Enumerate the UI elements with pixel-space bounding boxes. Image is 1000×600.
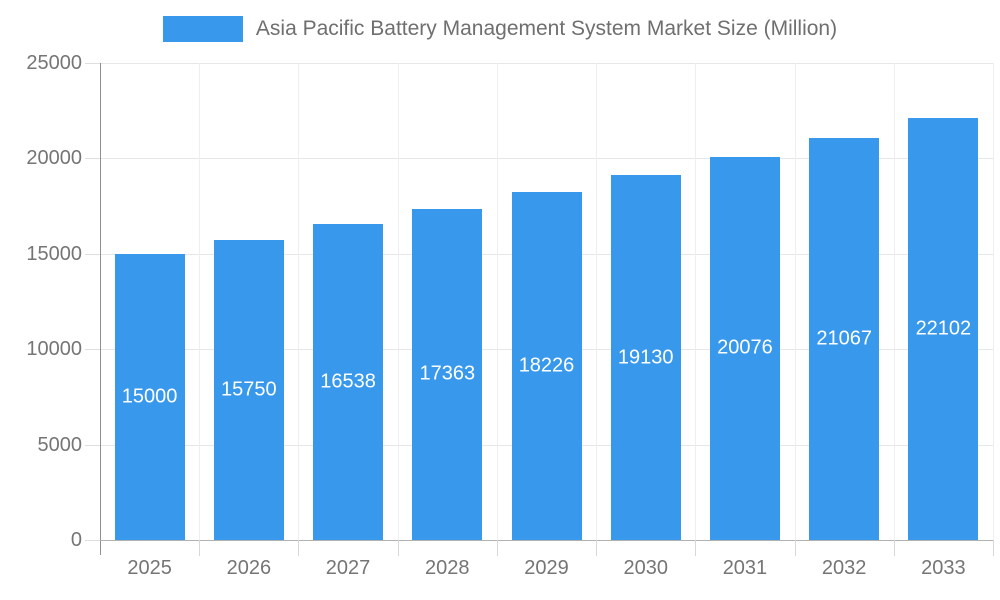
y-axis-label: 5000 — [37, 433, 83, 456]
bar-value-label: 16538 — [320, 370, 376, 393]
y-axis-tick — [85, 349, 100, 351]
gridline-horizontal — [100, 158, 993, 160]
x-axis-tick — [893, 540, 895, 556]
x-axis-label: 2029 — [524, 557, 569, 579]
x-axis-label: 2025 — [127, 557, 172, 579]
legend-swatch-icon — [162, 16, 243, 42]
bar-value-label: 19130 — [617, 346, 674, 368]
bar-value-label: 20076 — [717, 336, 773, 359]
gridline-vertical — [397, 63, 399, 540]
x-axis-tick — [496, 540, 498, 556]
x-axis-label: 2028 — [425, 557, 470, 579]
y-axis-label: 20000 — [26, 147, 82, 170]
legend-label: Asia Pacific Battery Management System M… — [255, 17, 838, 40]
bar-2032[interactable]: 21067 — [809, 138, 880, 540]
gridline-vertical — [596, 63, 598, 540]
x-axis-tick — [397, 540, 399, 556]
bar-2030[interactable]: 19130 — [610, 175, 681, 540]
gridline-vertical — [893, 63, 895, 540]
y-axis-tick — [85, 63, 100, 64]
x-axis-tick — [993, 540, 994, 556]
x-axis-tick — [695, 540, 697, 556]
y-axis-label: 25000 — [26, 52, 82, 74]
bar-2033[interactable]: 22102 — [908, 118, 979, 540]
bar-2027[interactable]: 16538 — [313, 224, 384, 540]
bar-value-label: 22102 — [915, 317, 972, 340]
bar-2028[interactable]: 17363 — [412, 208, 483, 540]
y-axis-tick — [85, 540, 100, 541]
bar-2026[interactable]: 15750 — [213, 239, 284, 540]
bar-2029[interactable]: 18226 — [511, 192, 582, 540]
gridline-vertical — [298, 63, 300, 540]
x-axis-label: 2030 — [623, 557, 668, 579]
bar-2025[interactable]: 15000 — [114, 253, 185, 540]
gridline-vertical — [199, 63, 201, 540]
x-axis-tick — [794, 540, 796, 556]
y-axis-tick — [85, 253, 100, 255]
bar-value-label: 21067 — [816, 327, 872, 350]
gridline-vertical — [794, 63, 796, 540]
x-axis-label: 2032 — [821, 557, 867, 579]
x-axis-tick — [298, 540, 300, 556]
bar-value-label: 17363 — [419, 362, 476, 385]
bar-2031[interactable]: 20076 — [709, 156, 780, 540]
y-axis-label: 10000 — [26, 338, 82, 361]
gridline-vertical — [496, 63, 498, 540]
y-axis-tick — [85, 444, 100, 446]
chart-legend[interactable]: Asia Pacific Battery Management System M… — [0, 16, 1000, 42]
x-axis-line — [85, 540, 993, 541]
x-axis-label: 2033 — [921, 557, 966, 579]
bar-value-label: 15000 — [121, 385, 178, 408]
x-axis-tick — [199, 540, 201, 556]
bar-value-label: 15750 — [221, 378, 277, 401]
plot-area: 15000 15750 16538 17363 18226 19130 20076 21067… — [100, 63, 994, 540]
gridline-vertical — [993, 63, 994, 540]
gridline-horizontal — [100, 63, 993, 64]
y-axis-label: 0 — [70, 529, 82, 551]
x-axis-label: 2026 — [226, 557, 272, 579]
x-axis-tick — [596, 540, 598, 556]
y-axis-label: 15000 — [26, 242, 82, 265]
x-axis-label: 2031 — [722, 557, 768, 579]
gridline-vertical — [695, 63, 697, 540]
bar-value-label: 18226 — [518, 354, 575, 377]
y-axis-line — [100, 63, 101, 555]
y-axis-tick — [85, 158, 100, 160]
x-axis-label: 2027 — [325, 557, 371, 579]
